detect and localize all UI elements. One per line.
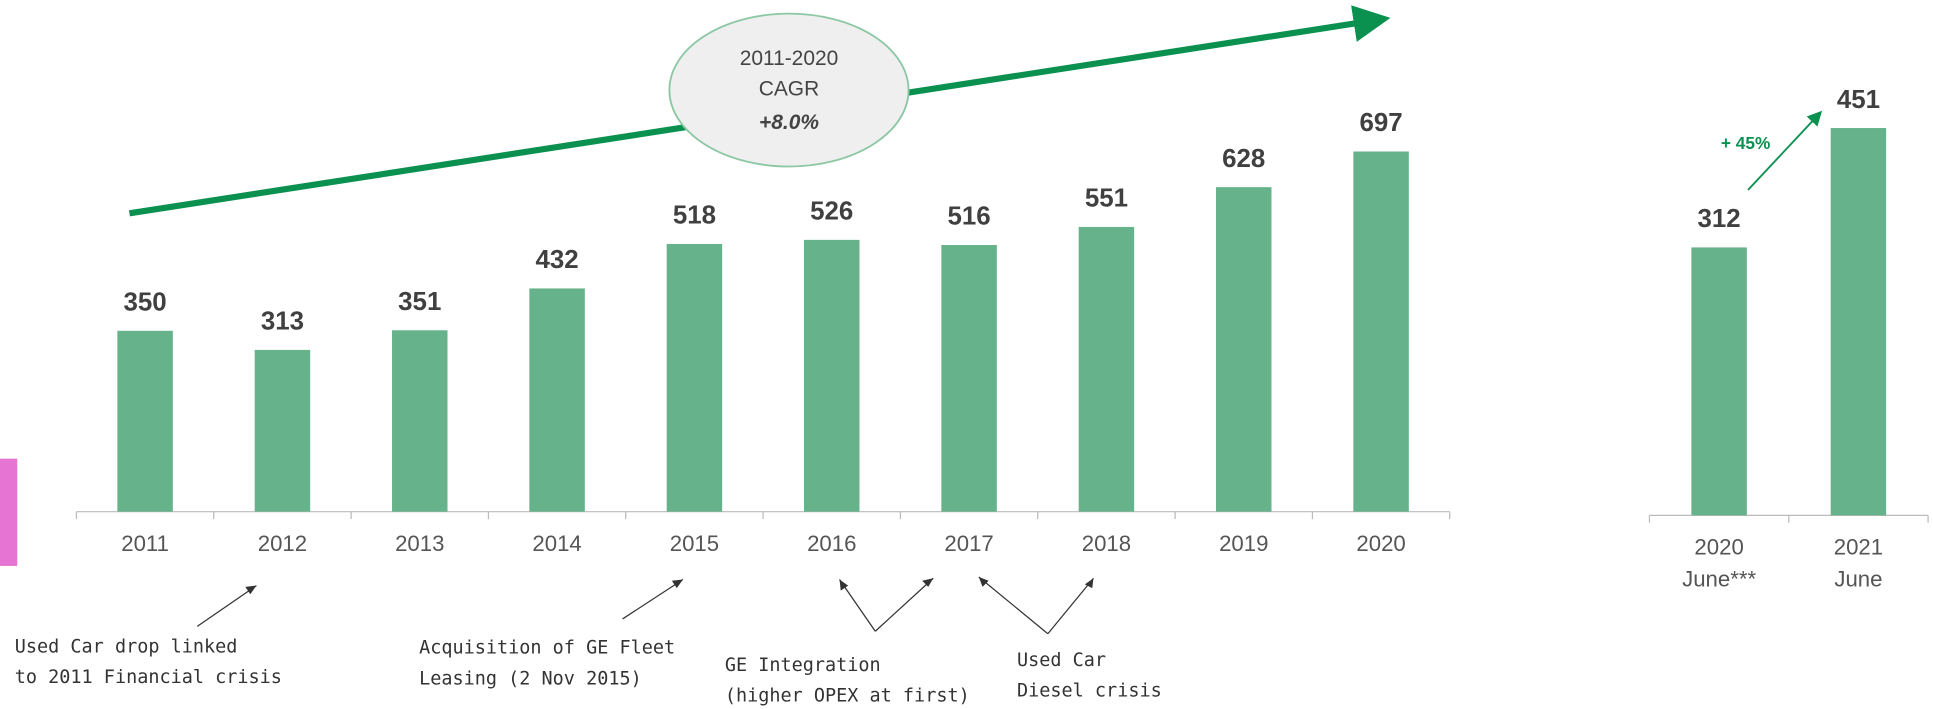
x-tick-label: 2013 <box>395 531 444 556</box>
data-label: 526 <box>810 198 853 226</box>
note: Diesel crisis <box>1017 681 1162 702</box>
data-label: 313 <box>261 308 304 336</box>
x-tick-label: 2018 <box>1082 531 1131 556</box>
growth-label: + 45% <box>1721 133 1770 153</box>
x-tick-label: 2017 <box>944 531 993 556</box>
bar <box>1078 226 1135 512</box>
note: Leasing (2 Nov 2015) <box>419 668 642 689</box>
x-tick-label: 2015 <box>670 531 719 556</box>
cagr-value: +8.0% <box>759 111 819 134</box>
note: to 2011 Financial crisis <box>15 667 282 688</box>
data-label: 432 <box>536 246 579 274</box>
side-tab <box>0 458 18 566</box>
x-tick-label: 2016 <box>807 531 856 556</box>
bar <box>254 349 311 512</box>
data-label: 351 <box>398 288 441 316</box>
bar <box>804 239 860 512</box>
bar <box>117 330 173 512</box>
x-tick-label: June*** <box>1682 567 1756 592</box>
data-label: 518 <box>673 202 716 230</box>
x-tick-label: 2020 <box>1694 535 1743 560</box>
x-tick-label: 2021 <box>1834 535 1883 560</box>
x-tick-label: 2020 <box>1356 531 1405 556</box>
note: Used Car drop linked <box>15 636 238 657</box>
bar <box>941 245 997 512</box>
bar <box>1830 128 1887 516</box>
cagr-text: CAGR <box>759 78 820 101</box>
data-label: 516 <box>948 203 991 231</box>
data-label: 350 <box>124 289 167 317</box>
note: GE Integration <box>725 655 881 676</box>
data-label: 451 <box>1837 86 1880 114</box>
cagr-text: 2011-2020 <box>740 47 839 70</box>
bar <box>666 243 723 512</box>
data-label: 551 <box>1085 185 1128 213</box>
cagr-bubble <box>668 12 910 168</box>
note: (higher OPEX at first) <box>725 686 970 707</box>
note-pointers <box>196 576 1094 635</box>
bar <box>1353 151 1409 512</box>
data-label: 312 <box>1698 205 1741 233</box>
growth-arrow <box>1747 110 1823 191</box>
note: Used Car <box>1017 650 1106 671</box>
x-tick-label: 2012 <box>258 531 307 556</box>
data-label: 628 <box>1222 145 1265 173</box>
bar <box>1216 187 1272 512</box>
bar <box>529 288 585 512</box>
data-label: 697 <box>1359 109 1402 137</box>
bar <box>1691 247 1747 516</box>
x-tick-label: 2011 <box>121 531 169 556</box>
x-tick-label: 2019 <box>1219 531 1268 556</box>
bar <box>392 330 448 512</box>
x-tick-label: 2014 <box>532 531 581 556</box>
note: Acquisition of GE Fleet <box>419 638 675 659</box>
x-tick-label: June <box>1834 567 1882 592</box>
